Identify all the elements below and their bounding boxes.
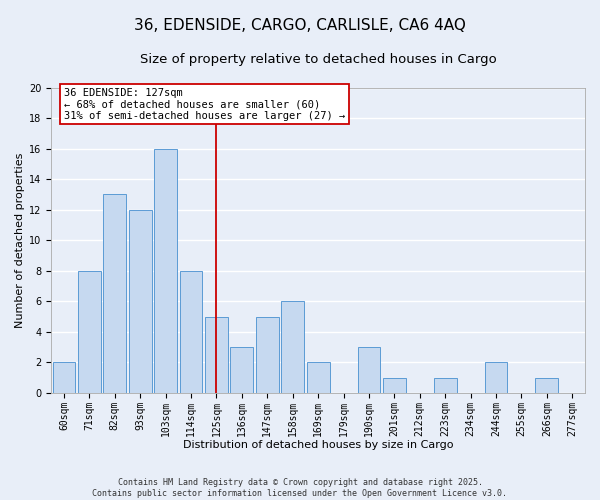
Bar — [535, 378, 559, 393]
Text: Contains HM Land Registry data © Crown copyright and database right 2025.
Contai: Contains HM Land Registry data © Crown c… — [92, 478, 508, 498]
Bar — [129, 210, 152, 393]
X-axis label: Distribution of detached houses by size in Cargo: Distribution of detached houses by size … — [183, 440, 454, 450]
Bar — [179, 271, 202, 393]
Bar — [205, 316, 228, 393]
Text: 36, EDENSIDE, CARGO, CARLISLE, CA6 4AQ: 36, EDENSIDE, CARGO, CARLISLE, CA6 4AQ — [134, 18, 466, 32]
Title: Size of property relative to detached houses in Cargo: Size of property relative to detached ho… — [140, 52, 497, 66]
Bar — [230, 347, 253, 393]
Bar — [485, 362, 508, 393]
Bar — [256, 316, 279, 393]
Bar — [307, 362, 329, 393]
Bar — [358, 347, 380, 393]
Bar — [78, 271, 101, 393]
Bar — [103, 194, 126, 393]
Y-axis label: Number of detached properties: Number of detached properties — [15, 152, 25, 328]
Bar — [383, 378, 406, 393]
Bar — [434, 378, 457, 393]
Text: 36 EDENSIDE: 127sqm
← 68% of detached houses are smaller (60)
31% of semi-detach: 36 EDENSIDE: 127sqm ← 68% of detached ho… — [64, 88, 345, 120]
Bar — [281, 302, 304, 393]
Bar — [53, 362, 76, 393]
Bar — [154, 148, 177, 393]
